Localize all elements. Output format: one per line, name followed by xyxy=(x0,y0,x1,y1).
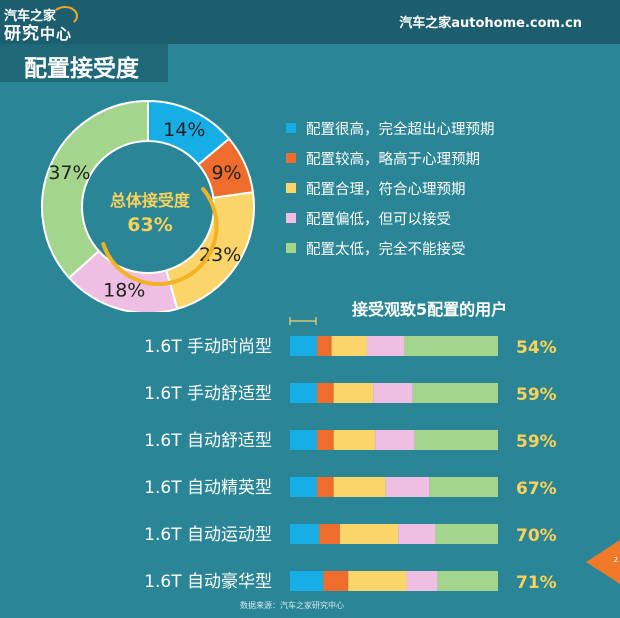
bar-segment-4-0 xyxy=(290,524,320,544)
donut-slice-label-1: 9% xyxy=(211,162,241,184)
legend-label: 配置合理，符合心理预期 xyxy=(306,182,466,198)
bar-segment-1-1 xyxy=(317,383,334,403)
bar-total-4: 70% xyxy=(516,526,557,546)
bar-segment-4-2 xyxy=(339,524,399,544)
bar-segment-0-4 xyxy=(404,336,498,356)
logo-swoosh-icon xyxy=(52,6,78,26)
page-corner-tab xyxy=(586,540,620,584)
bar-segment-0-0 xyxy=(290,336,318,356)
bar-segment-2-4 xyxy=(414,430,498,450)
bar-segment-4-4 xyxy=(435,524,498,544)
legend-swatch xyxy=(286,213,296,223)
bar-segment-1-3 xyxy=(373,383,413,403)
bar-segment-0-3 xyxy=(366,336,405,356)
bar-segment-5-1 xyxy=(323,571,349,591)
category-label-2: 1.6T 自动舒适型 xyxy=(144,431,272,451)
page-title: 配置接受度 xyxy=(24,56,139,82)
category-label-0: 1.6T 手动时尚型 xyxy=(144,337,272,357)
bar-total-0: 54% xyxy=(516,338,557,358)
bar-total-3: 67% xyxy=(516,479,557,499)
donut-center-label: 总体接受度 xyxy=(110,191,191,210)
bar-total-5: 71% xyxy=(516,573,557,593)
bar-segment-0-2 xyxy=(331,336,367,356)
title-background xyxy=(0,44,168,82)
header-bar: 汽车之家 研究中心 汽车之家autohome.com.cn xyxy=(0,0,620,44)
bar-segment-3-0 xyxy=(290,477,318,497)
category-label-3: 1.6T 自动精英型 xyxy=(144,478,272,498)
bar-segment-5-4 xyxy=(437,571,498,591)
bar-segment-1-4 xyxy=(412,383,498,403)
legend-label: 配置较高，略高于心理预期 xyxy=(306,152,480,168)
bar-segment-3-1 xyxy=(317,477,334,497)
bar-segment-0-1 xyxy=(317,336,332,356)
stacked-bar-chart: 1.6T 手动时尚型 54% 1.6T 手动舒适型 59% 1.6T 自动舒适型 59% 1… xyxy=(144,317,557,593)
category-label-4: 1.6T 自动运动型 xyxy=(144,525,272,545)
donut-slice-label-4: 37% xyxy=(48,162,90,184)
bar-segment-1-0 xyxy=(290,383,318,403)
bar-segment-2-0 xyxy=(290,430,318,450)
legend-swatch xyxy=(286,153,296,163)
logo-text-top: 汽车之家 xyxy=(4,9,57,24)
logo-text-bottom: 研究中心 xyxy=(4,24,73,44)
bar-segment-3-3 xyxy=(385,477,430,497)
bar-segment-3-4 xyxy=(429,477,498,497)
category-label-1: 1.6T 手动舒适型 xyxy=(144,384,272,404)
donut-center-value: 63% xyxy=(127,214,172,236)
bar-segment-2-1 xyxy=(317,430,334,450)
bar-chart-title: 接受观致5配置的用户 xyxy=(352,300,508,319)
legend-label: 配置偏低，但可以接受 xyxy=(306,212,451,228)
bar-segment-5-0 xyxy=(290,571,324,591)
data-source: 数据来源：汽车之家研究中心 xyxy=(240,601,344,610)
category-label-5: 1.6T 自动豪华型 xyxy=(144,571,272,592)
bar-segment-1-2 xyxy=(333,383,374,403)
bar-segment-2-3 xyxy=(375,430,415,450)
bar-segment-5-3 xyxy=(406,571,438,591)
legend-swatch xyxy=(286,123,296,133)
bar-segment-4-3 xyxy=(398,524,436,544)
bar-segment-4-1 xyxy=(319,524,340,544)
page-number: 2 xyxy=(613,556,618,564)
legend-swatch xyxy=(286,183,296,193)
bar-segment-3-2 xyxy=(333,477,386,497)
donut-gold-ring xyxy=(101,187,219,287)
donut-slice-4 xyxy=(41,99,149,280)
bar-segment-2-2 xyxy=(333,430,376,450)
legend-label: 配置太低，完全不能接受 xyxy=(306,242,466,258)
site-name: 汽车之家autohome.com.cn xyxy=(399,16,582,31)
bar-total-2: 59% xyxy=(516,432,557,452)
donut-slice-label-0: 14% xyxy=(163,119,205,141)
legend-label: 配置很高，完全超出心理预期 xyxy=(306,122,495,138)
donut-slice-label-3: 18% xyxy=(103,280,145,302)
bar-total-1: 59% xyxy=(516,385,557,405)
bar-segment-5-2 xyxy=(348,571,407,591)
legend-swatch xyxy=(286,243,296,253)
